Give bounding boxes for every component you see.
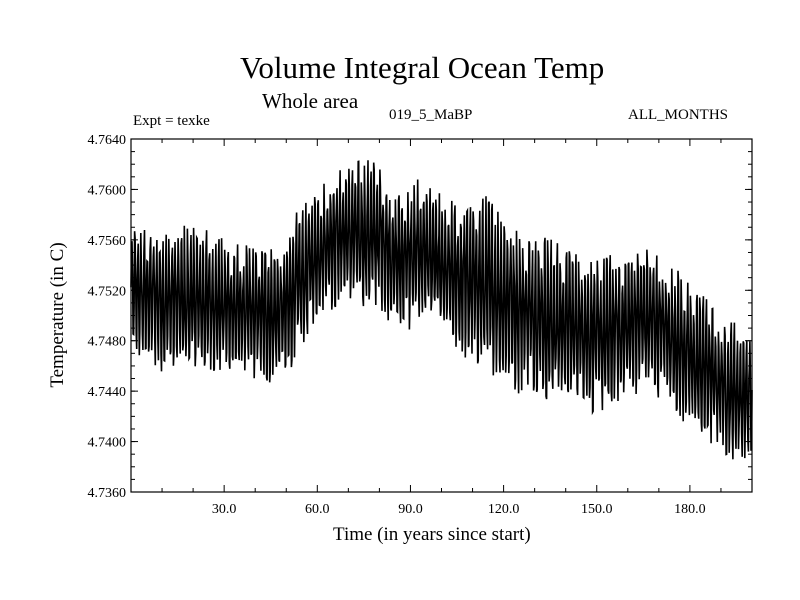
x-tick-label: 60.0 [305, 502, 330, 517]
y-tick-label: 4.7520 [88, 284, 127, 299]
plot-frame [130, 138, 753, 493]
x-tick-label: 180.0 [674, 502, 706, 517]
y-tick-label: 4.7400 [88, 436, 127, 451]
x-tick-label: 150.0 [581, 502, 613, 517]
experiment-label: Expt = texke [133, 113, 210, 129]
months-label: ALL_MONTHS [628, 107, 728, 123]
y-tick-label: 4.7440 [88, 385, 127, 400]
chart-title: Volume Integral Ocean Temp [240, 50, 605, 85]
series-layer [130, 160, 753, 460]
y-tick-label: 4.7480 [88, 335, 127, 350]
ticks-layer: 4.7360 4.7400 4.7440 4.7480 4.7520 4.7560 4.76… [88, 133, 752, 517]
series-line [130, 160, 753, 460]
y-tick-label: 4.7560 [88, 234, 127, 249]
x-tick-label: 30.0 [212, 502, 237, 517]
y-tick-label: 4.7360 [88, 486, 127, 501]
y-tick-label: 4.7600 [88, 183, 127, 198]
chart-subtitle: Whole area [262, 89, 359, 113]
y-tick-label: 4.7640 [88, 133, 127, 148]
x-tick-label: 120.0 [488, 502, 520, 517]
x-tick-label: 90.0 [398, 502, 423, 517]
x-axis-label: Time (in years since start) [333, 524, 531, 545]
period-label: 019_5_MaBP [389, 107, 473, 123]
